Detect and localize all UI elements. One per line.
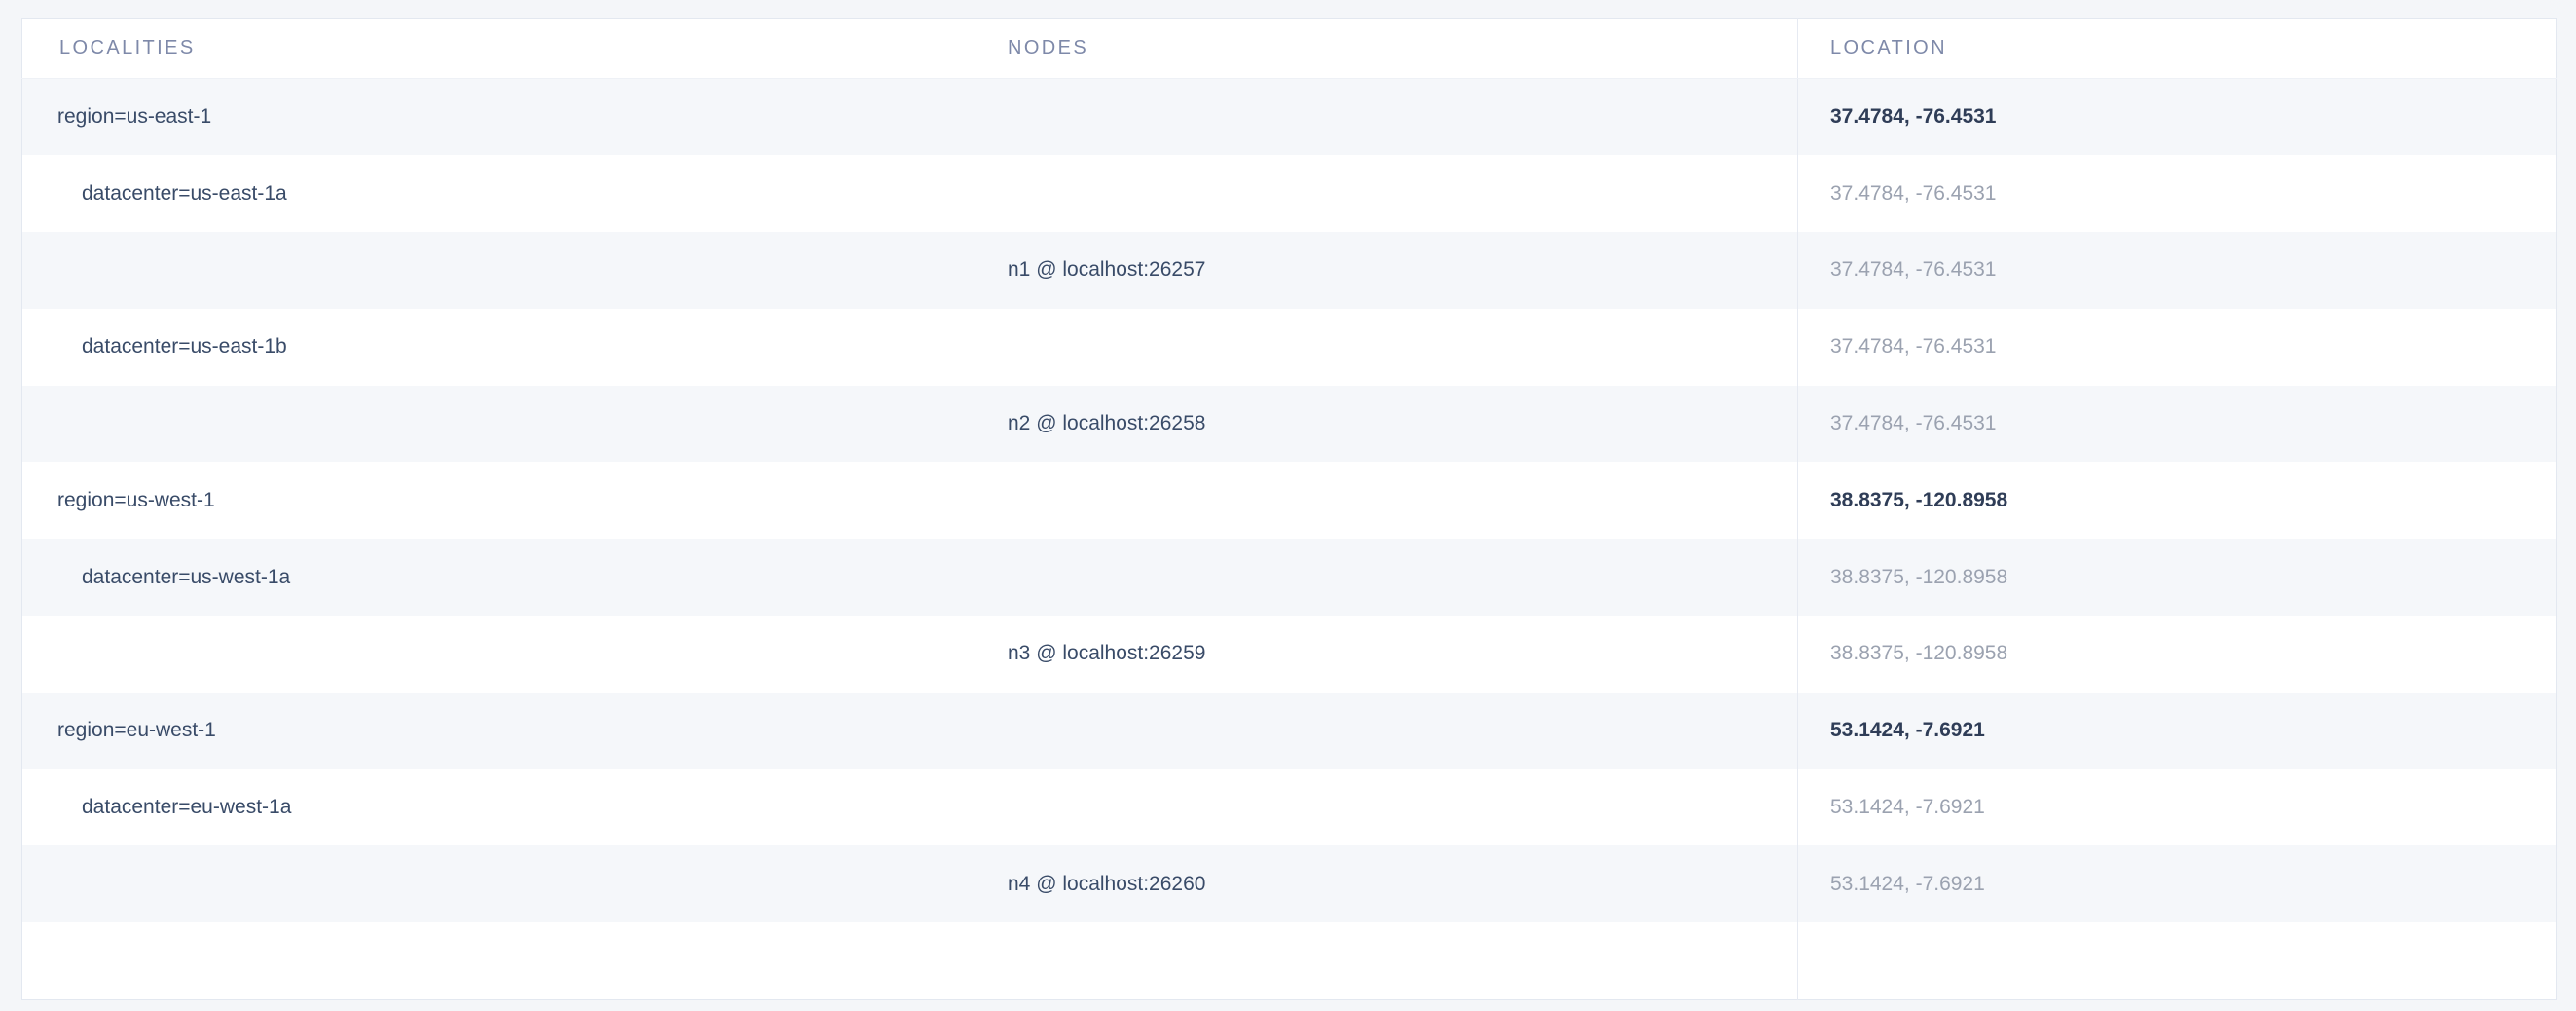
- node-label[interactable]: n2 @ localhost:26258: [1008, 412, 1206, 435]
- locality-label: datacenter=eu-west-1a: [82, 796, 292, 819]
- cell-locality: [22, 386, 975, 463]
- location-coordinates: 37.4784, -76.4531: [1830, 335, 1997, 358]
- table-row[interactable]: n3 @ localhost:26259 38.8375, -120.8958: [22, 616, 2556, 693]
- cell-location: 53.1424, -7.6921: [1797, 845, 2556, 923]
- cell-location: 37.4784, -76.4531: [1797, 78, 2556, 156]
- cell-location: 38.8375, -120.8958: [1797, 616, 2556, 693]
- cell-node: [975, 78, 1798, 156]
- cell-location: 38.8375, -120.8958: [1797, 539, 2556, 617]
- cell-locality: datacenter=us-east-1a: [22, 155, 975, 232]
- cell-locality: datacenter=us-west-1a: [22, 539, 975, 616]
- column-header-nodes[interactable]: NODES: [975, 18, 1798, 79]
- cell-node: n3 @ localhost:26259: [975, 616, 1798, 693]
- table-row[interactable]: datacenter=us-east-1b 37.4784, -76.4531: [22, 308, 2556, 386]
- location-coordinates: 53.1424, -7.6921: [1830, 796, 1985, 819]
- location-coordinates: 37.4784, -76.4531: [1830, 105, 1997, 129]
- table-row[interactable]: datacenter=us-west-1a 38.8375, -120.8958: [22, 539, 2556, 617]
- cell-location: 37.4784, -76.4531: [1797, 308, 2556, 386]
- location-coordinates: 38.8375, -120.8958: [1830, 565, 2008, 588]
- locality-label: region=us-east-1: [57, 105, 212, 129]
- locality-label: region=eu-west-1: [57, 719, 216, 742]
- table-body: region=us-east-1 37.4784, -76.4531 datacen…: [22, 78, 2556, 999]
- cell-node: [975, 539, 1798, 617]
- cell-node: [975, 462, 1798, 540]
- table-row[interactable]: [22, 922, 2556, 999]
- cell-locality: datacenter=eu-west-1a: [22, 769, 975, 846]
- cell-locality: [22, 232, 975, 309]
- location-coordinates: 53.1424, -7.6921: [1830, 719, 1985, 742]
- cell-location: 37.4784, -76.4531: [1797, 155, 2556, 233]
- cell-node: [975, 308, 1798, 386]
- cell-node: [975, 768, 1798, 846]
- node-label[interactable]: n1 @ localhost:26257: [1008, 258, 1206, 281]
- table-row[interactable]: region=us-east-1 37.4784, -76.4531: [22, 78, 2556, 156]
- table-header-row: LOCALITIES NODES LOCATION: [22, 18, 2556, 79]
- location-coordinates: 37.4784, -76.4531: [1830, 181, 1997, 205]
- column-header-location[interactable]: LOCATION: [1797, 18, 2556, 79]
- cell-node: [975, 155, 1798, 233]
- cell-location: 53.1424, -7.6921: [1797, 768, 2556, 846]
- cell-node: n2 @ localhost:26258: [975, 385, 1798, 463]
- locality-label: datacenter=us-east-1a: [82, 181, 287, 205]
- table-row[interactable]: region=eu-west-1 53.1424, -7.6921: [22, 692, 2556, 769]
- cell-location: 37.4784, -76.4531: [1797, 385, 2556, 463]
- location-coordinates: 53.1424, -7.6921: [1830, 872, 1985, 895]
- node-label[interactable]: n4 @ localhost:26260: [1008, 872, 1206, 895]
- table-row[interactable]: n2 @ localhost:26258 37.4784, -76.4531: [22, 385, 2556, 463]
- table-row[interactable]: n4 @ localhost:26260 53.1424, -7.6921: [22, 845, 2556, 923]
- cell-node: [975, 922, 1798, 999]
- locality-label: region=us-west-1: [57, 488, 215, 511]
- table-row[interactable]: datacenter=us-east-1a 37.4784, -76.4531: [22, 155, 2556, 233]
- cell-locality: region=us-east-1: [22, 79, 975, 156]
- column-header-localities[interactable]: LOCALITIES: [22, 18, 975, 79]
- cell-location: 38.8375, -120.8958: [1797, 462, 2556, 540]
- cell-node: [975, 692, 1798, 769]
- cell-locality: [22, 845, 975, 922]
- node-label[interactable]: n3 @ localhost:26259: [1008, 642, 1206, 665]
- cell-locality: region=eu-west-1: [22, 693, 975, 769]
- table-header: LOCALITIES NODES LOCATION: [22, 18, 2556, 79]
- table-row[interactable]: n1 @ localhost:26257 37.4784, -76.4531: [22, 232, 2556, 309]
- cell-locality: [22, 922, 975, 998]
- locality-label: datacenter=us-west-1a: [82, 565, 291, 588]
- location-coordinates: 38.8375, -120.8958: [1830, 488, 2008, 511]
- cell-location: 53.1424, -7.6921: [1797, 692, 2556, 769]
- cell-location: [1797, 922, 2556, 999]
- cell-locality: datacenter=us-east-1b: [22, 309, 975, 386]
- location-coordinates: 38.8375, -120.8958: [1830, 642, 2008, 665]
- cell-node: n4 @ localhost:26260: [975, 845, 1798, 923]
- cell-locality: region=us-west-1: [22, 462, 975, 539]
- cell-node: n1 @ localhost:26257: [975, 232, 1798, 309]
- location-coordinates: 37.4784, -76.4531: [1830, 412, 1997, 435]
- cell-locality: [22, 616, 975, 693]
- locality-label: datacenter=us-east-1b: [82, 335, 287, 358]
- table-row[interactable]: datacenter=eu-west-1a 53.1424, -7.6921: [22, 768, 2556, 846]
- cell-location: 37.4784, -76.4531: [1797, 232, 2556, 309]
- localities-table: LOCALITIES NODES LOCATION region=us-east…: [21, 18, 2557, 1000]
- table-row[interactable]: region=us-west-1 38.8375, -120.8958: [22, 462, 2556, 540]
- location-coordinates: 37.4784, -76.4531: [1830, 258, 1997, 281]
